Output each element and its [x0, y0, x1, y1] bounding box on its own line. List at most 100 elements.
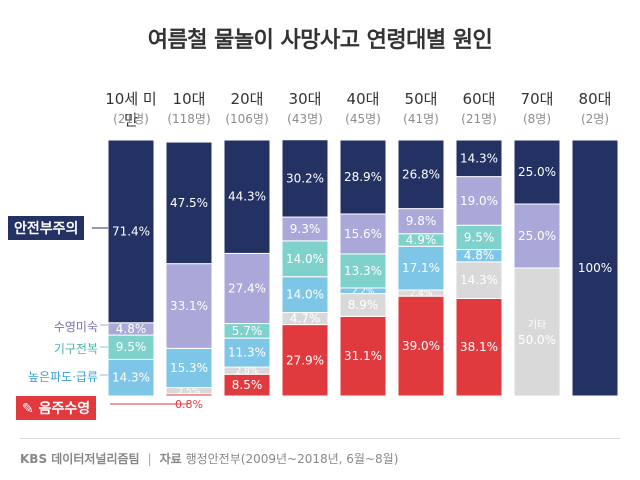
bar-segment-drink [339, 315, 387, 397]
category-label: 10세 미만 [105, 90, 157, 129]
data-label: 9.8% [406, 214, 437, 228]
drink-icon: ✎ [22, 401, 39, 417]
bar-segment-wave [397, 245, 445, 291]
data-label: 14.0% [286, 252, 324, 266]
data-label: 71.4% [112, 224, 150, 238]
data-label: 44.3% [228, 190, 266, 204]
bar-segment-wave [107, 358, 155, 397]
category-label: 50대 [404, 90, 438, 108]
footer: KBS 데이터저널리즘팀 | 자료 행정안전부(2009년~2018년, 6월~8월… [20, 452, 399, 466]
data-label-small: 2.2% [352, 287, 375, 297]
data-label: 8.9% [348, 298, 379, 312]
category-label: 30대 [288, 90, 322, 108]
category-count: (106명) [225, 112, 269, 126]
category-count: (41명) [403, 112, 439, 126]
legend-wave: 높은파도·급류 [27, 370, 98, 384]
bar-segment-weather [281, 240, 329, 278]
data-label: 38.1% [460, 340, 498, 354]
category-label: 40대 [346, 90, 380, 108]
data-label: 33.1% [170, 299, 208, 313]
data-label: 기타 50.0% [518, 319, 556, 347]
bar-segment-main [455, 139, 503, 178]
legend-drink-label: 음주수영 [38, 401, 91, 417]
data-label: 15.3% [170, 361, 208, 375]
legend-swim: 수영미숙 [53, 320, 98, 334]
data-label: 25.0% [518, 165, 556, 179]
data-label-small: 2.8% [236, 367, 259, 377]
data-label: 14.3% [112, 371, 150, 385]
chart-title: 여름철 물놀이 사망사고 연령대별 원인 [147, 28, 493, 53]
bar-segment-swim [513, 203, 561, 269]
category-count: (8명) [522, 112, 552, 126]
legend-main: 안전부주의 [8, 216, 85, 240]
data-label-outside: 0.8% [175, 398, 203, 411]
data-label: 31.1% [344, 349, 382, 363]
data-label: 14.3% [460, 273, 498, 287]
data-label: 9.3% [290, 222, 321, 236]
bar-segment-main [281, 139, 329, 218]
data-label: 28.9% [344, 170, 382, 184]
footer-source: 행정안전부(2009년~2018년, 6월~8월) [185, 452, 399, 466]
bar-segment-swim [397, 208, 445, 235]
data-label: 4.7% [290, 312, 321, 326]
data-label: 30.2% [286, 171, 324, 185]
data-label-small: 2.4% [410, 289, 433, 299]
data-label: 15.6% [344, 227, 382, 241]
data-label: 4.8% [116, 322, 147, 336]
category-label: 80대 [578, 90, 612, 108]
bar-segment-main [165, 141, 213, 265]
bar-segment-wave [223, 337, 271, 368]
bar-segment-weather [339, 253, 387, 289]
bar-segment-drink [455, 297, 503, 397]
data-label: 26.8% [402, 167, 440, 181]
bar-segment-other [513, 267, 561, 397]
bar-segment-main [107, 139, 155, 324]
data-label: 8.5% [232, 378, 263, 392]
data-label: 5.7% [232, 324, 263, 338]
data-label: 4.8% [464, 249, 495, 263]
category-count: (43명) [287, 112, 323, 126]
footer-brand: KBS 데이터저널리즘팀 [20, 452, 140, 466]
category-label: 20대 [230, 90, 264, 108]
data-label: 9.5% [464, 230, 495, 244]
data-label: 19.0% [460, 194, 498, 208]
category-count: (21명) [113, 112, 149, 126]
category-label: 60대 [462, 90, 496, 108]
category-label: 10대 [172, 90, 206, 108]
category-count: (21명) [461, 112, 497, 126]
category-count: (45명) [345, 112, 381, 126]
legend-weather: 기구전복 [53, 342, 98, 356]
bar-segment-main [571, 139, 619, 397]
bar-segment-main [223, 139, 271, 254]
footer-divider [20, 438, 620, 439]
data-label: 14.0% [286, 288, 324, 302]
data-label: 39.0% [402, 339, 440, 353]
bar-segment-main [397, 139, 445, 210]
bar-segment-main [339, 139, 387, 215]
legend-drink: ✎ 음주수영 [16, 396, 97, 420]
data-label: 17.1% [402, 261, 440, 275]
bar-segment-other [455, 261, 503, 299]
category-count: (118명) [167, 112, 211, 126]
bar-segment-drink [281, 324, 329, 397]
data-label: 100% [578, 261, 612, 275]
data-label-small: 2.5% [178, 387, 201, 397]
data-label: 47.5% [170, 196, 208, 210]
data-label: 11.3% [228, 346, 266, 360]
bar-segment-weather [455, 224, 503, 251]
bar-segment-wave [281, 276, 329, 314]
bar-segment-main [513, 139, 561, 205]
data-label: 13.3% [344, 264, 382, 278]
data-label: 27.4% [228, 281, 266, 295]
data-label: 4.9% [406, 233, 437, 247]
data-label: 14.3% [460, 151, 498, 165]
bar-segment-swim [339, 213, 387, 255]
data-label: 25.0% [518, 229, 556, 243]
category-label: 70대 [520, 90, 554, 108]
data-label: 27.9% [286, 353, 324, 367]
category-count: (2명) [580, 112, 610, 126]
data-label: 9.5% [116, 340, 147, 354]
footer-source-label: 자료 [159, 452, 182, 466]
